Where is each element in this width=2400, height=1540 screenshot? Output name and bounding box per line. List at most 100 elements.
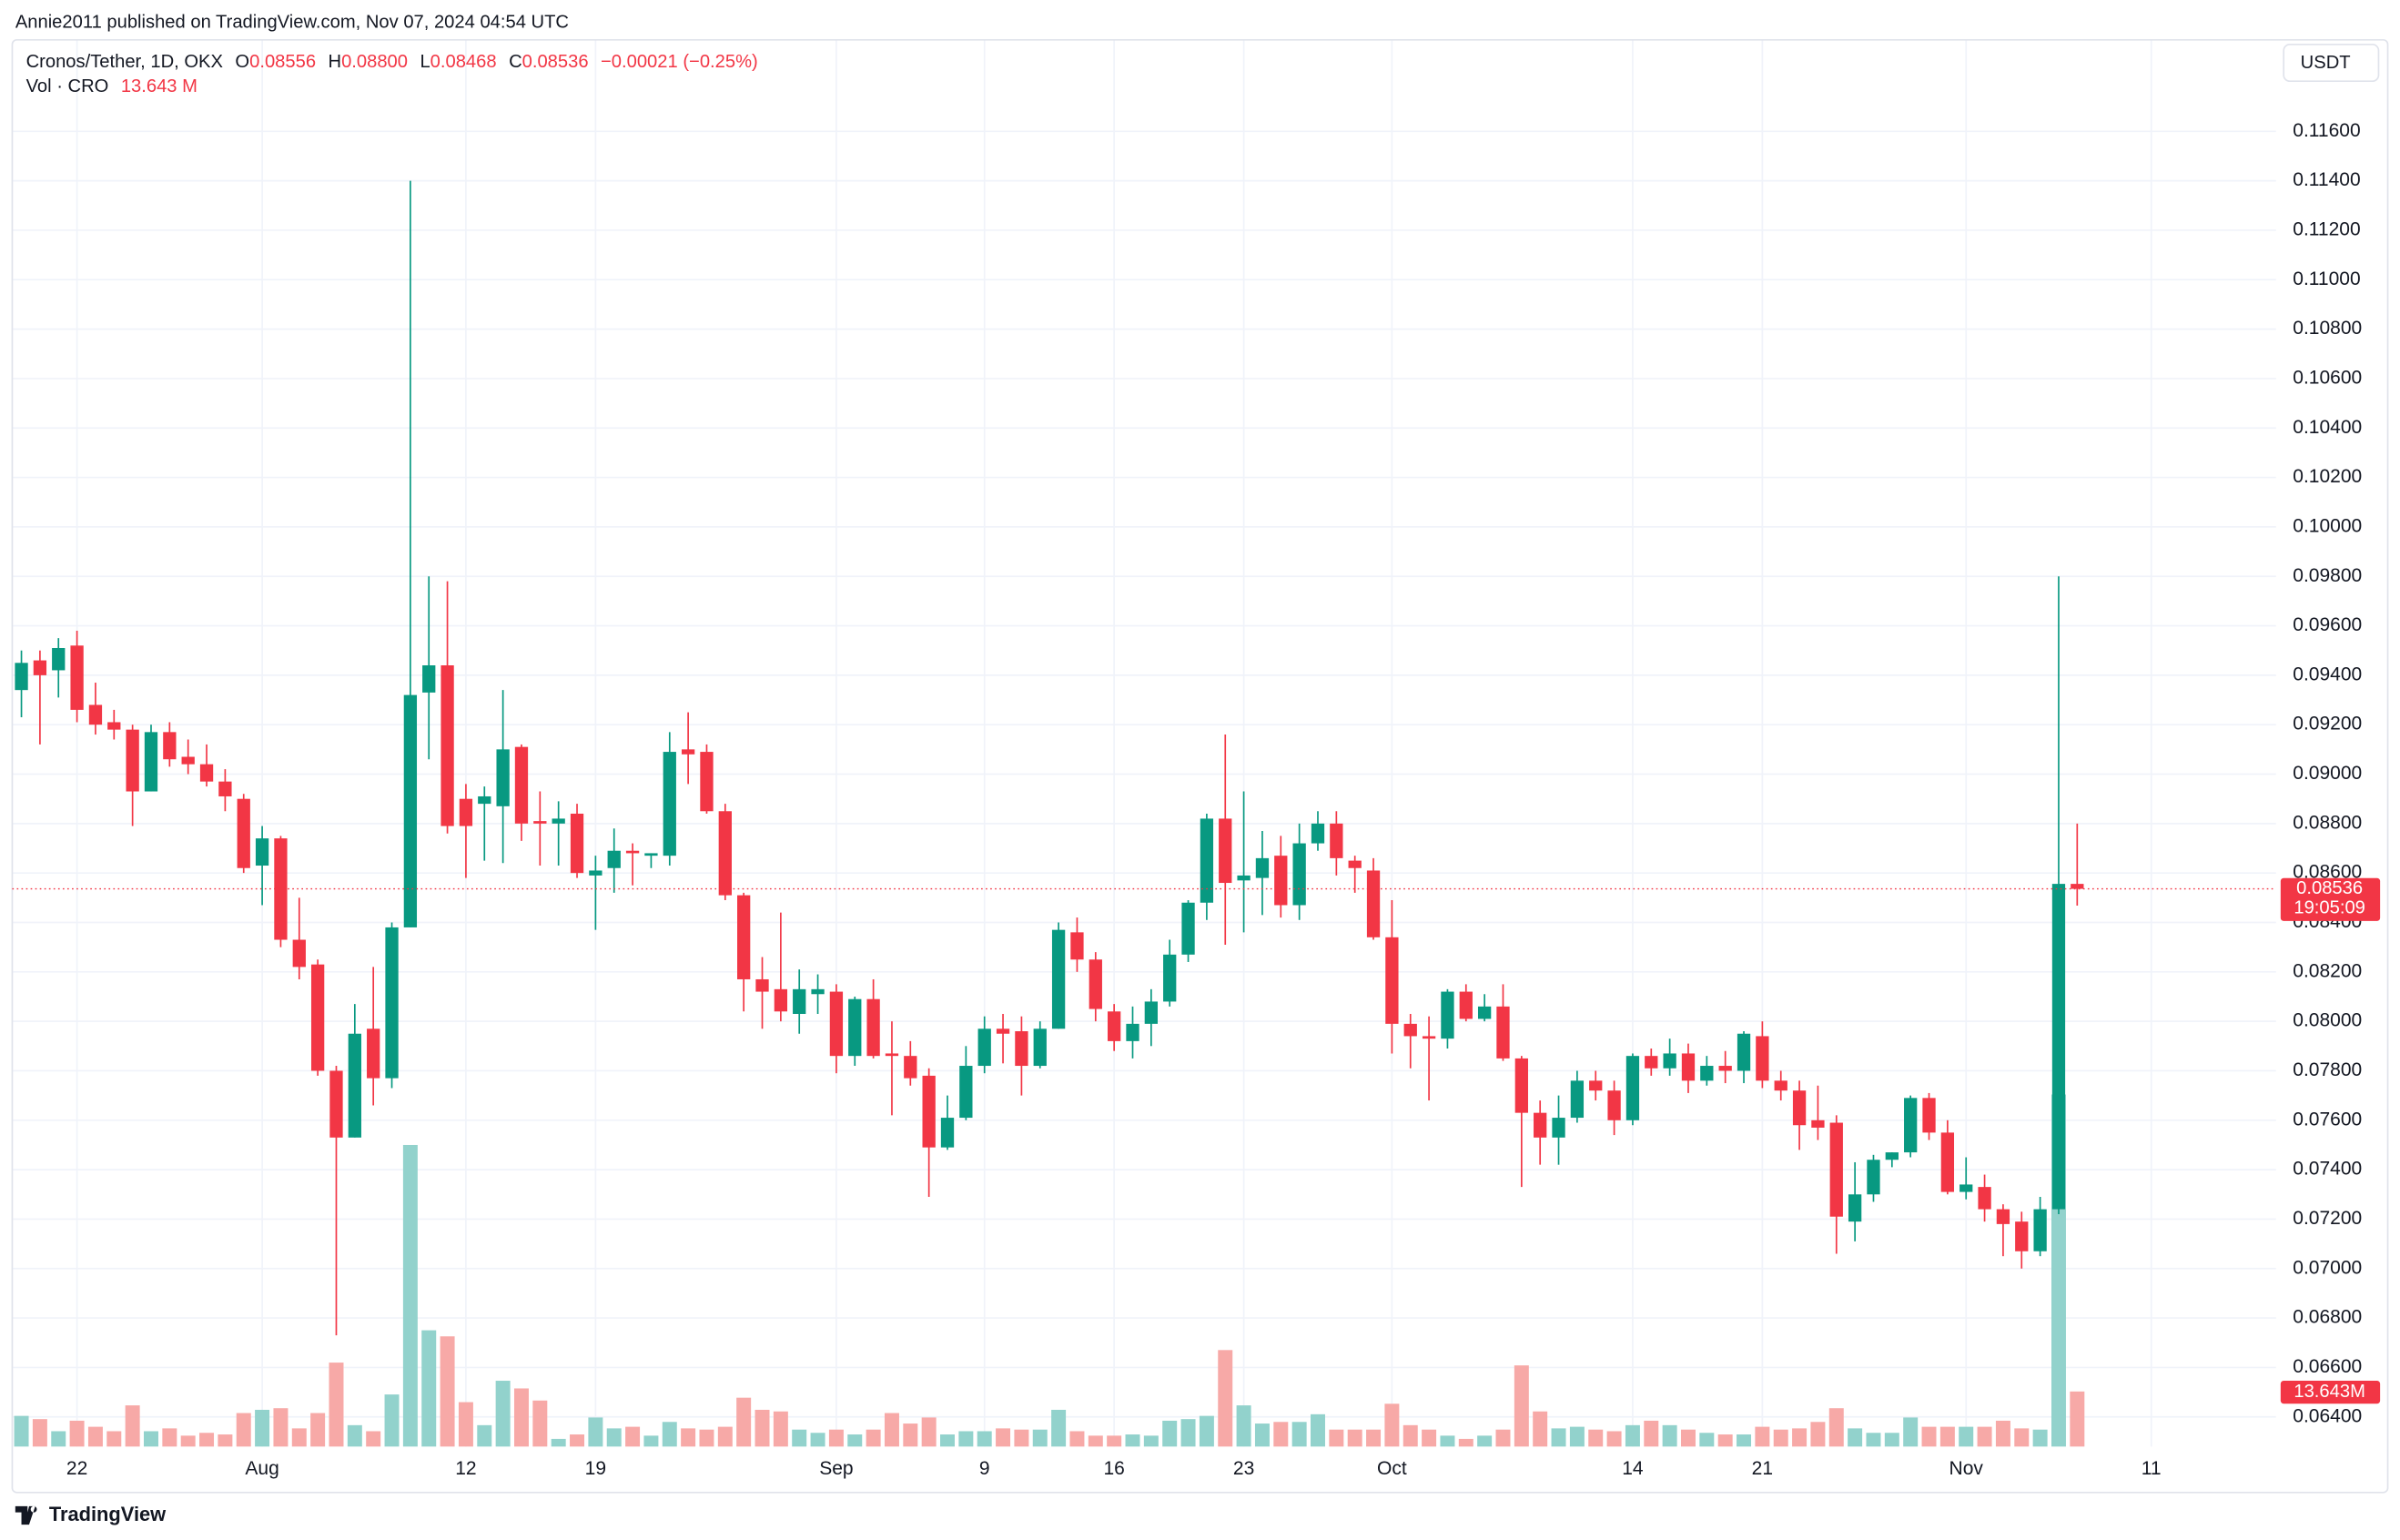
candle-body xyxy=(478,795,491,805)
candle-body xyxy=(793,988,806,1014)
volume-bar xyxy=(1384,1403,1400,1447)
y-tick-label: 0.08200 xyxy=(2293,960,2362,981)
volume-bar xyxy=(2014,1428,2030,1447)
volume-bar xyxy=(1977,1426,1992,1447)
y-tick-label: 0.06600 xyxy=(2293,1356,2362,1377)
x-tick-label: 22 xyxy=(66,1458,87,1479)
candle-body xyxy=(1589,1080,1603,1091)
volume-bar xyxy=(1162,1420,1178,1447)
volume-bar xyxy=(958,1431,974,1447)
volume-bar xyxy=(1866,1433,1881,1447)
candle-body xyxy=(1534,1112,1547,1138)
candle-body xyxy=(199,764,214,782)
volume-tag-label: 13.643M xyxy=(2294,1382,2365,1402)
x-tick-label: 14 xyxy=(1622,1458,1644,1479)
volume-bar xyxy=(1051,1409,1067,1447)
candle-body xyxy=(1922,1098,1936,1133)
candle-body xyxy=(1385,937,1399,1024)
y-tick-label: 0.10200 xyxy=(2293,466,2362,487)
candle-body xyxy=(1829,1122,1843,1217)
volume-bar xyxy=(1903,1417,1919,1447)
candle-body xyxy=(70,645,84,710)
volume-bar xyxy=(810,1433,825,1447)
candle-body xyxy=(1089,959,1102,1009)
candle-body xyxy=(1366,870,1381,937)
legend-label: C xyxy=(509,52,522,72)
y-tick-label: 0.11600 xyxy=(2293,120,2360,141)
candle-body xyxy=(1959,1184,1973,1192)
y-tick-label: 0.07000 xyxy=(2293,1257,2362,1278)
candle-body xyxy=(1219,818,1232,884)
candle-body xyxy=(959,1066,973,1119)
volume-bar xyxy=(1569,1426,1585,1447)
candle-body xyxy=(1181,902,1195,955)
candle-body xyxy=(1792,1090,1807,1126)
candle-body xyxy=(181,756,195,765)
volume-bar xyxy=(736,1397,752,1447)
currency-button[interactable] xyxy=(2283,44,2380,83)
volume-bar xyxy=(1606,1431,1622,1447)
volume-bar xyxy=(1180,1419,1196,1447)
candle-body xyxy=(1681,1053,1696,1081)
candle-body xyxy=(570,813,584,874)
candle-body xyxy=(940,1118,955,1148)
volume-bar xyxy=(551,1438,566,1447)
candle-body xyxy=(1163,954,1177,1002)
volume-title: Vol · CRO xyxy=(26,76,109,96)
volume-bar xyxy=(329,1363,344,1447)
volume-bar xyxy=(1422,1429,1437,1447)
candle-body xyxy=(459,798,473,826)
volume-bar xyxy=(1254,1423,1270,1447)
x-tick-label: 12 xyxy=(455,1458,476,1479)
volume-bar xyxy=(1495,1429,1511,1447)
candle-body xyxy=(1940,1132,1955,1192)
volume-legend: Vol · CRO 13.643 M xyxy=(26,76,197,96)
y-tick-label: 0.11200 xyxy=(2293,218,2360,239)
x-tick-label: 11 xyxy=(2142,1458,2162,1479)
volume-bar xyxy=(1143,1435,1159,1447)
volume-bar xyxy=(1458,1438,1473,1447)
volume-bar xyxy=(940,1434,955,1447)
x-tick-label: 23 xyxy=(1233,1458,1254,1479)
volume-bar xyxy=(255,1409,270,1447)
candle-body xyxy=(1126,1023,1139,1041)
volume-bar xyxy=(32,1419,47,1447)
candle-body xyxy=(2015,1221,2029,1251)
candle-body xyxy=(1514,1058,1528,1113)
y-tick-label: 0.06800 xyxy=(2293,1307,2362,1328)
volume-bar xyxy=(532,1400,548,1447)
x-tick-label: Aug xyxy=(245,1458,278,1479)
y-tick-label: 0.08000 xyxy=(2293,1010,2362,1031)
candle-body xyxy=(255,838,269,866)
y-tick-label: 0.09200 xyxy=(2293,714,2362,735)
volume-bar xyxy=(291,1428,307,1447)
volume-bar xyxy=(643,1435,659,1447)
y-tick-label: 0.10000 xyxy=(2293,515,2362,536)
volume-bar xyxy=(2032,1429,2048,1447)
volume-bar xyxy=(366,1431,381,1447)
candle-body xyxy=(1756,1036,1769,1081)
volume-bar xyxy=(1069,1431,1085,1447)
legend-value: 0.08468 xyxy=(430,52,497,72)
candle-body xyxy=(1033,1028,1047,1067)
candle-body xyxy=(15,663,28,691)
volume-bar xyxy=(1514,1365,1529,1447)
volume-bar xyxy=(662,1422,677,1447)
x-tick-label: Sep xyxy=(819,1458,853,1479)
currency[interactable]: USDT xyxy=(2301,53,2351,73)
candle-body xyxy=(607,850,621,868)
y-tick-label: 0.10800 xyxy=(2293,318,2362,339)
candle-body xyxy=(33,660,47,675)
volume-bar xyxy=(347,1424,362,1447)
volume-bar xyxy=(513,1388,529,1447)
volume-bar xyxy=(1848,1428,1863,1447)
candle-body xyxy=(1070,932,1084,960)
candle-body xyxy=(774,988,788,1012)
candle-body xyxy=(663,752,676,856)
volume-bar xyxy=(1477,1435,1493,1447)
candle-body xyxy=(1422,1036,1436,1039)
volume-bar xyxy=(1403,1424,1418,1447)
candle-body xyxy=(1607,1090,1621,1120)
volume-bar xyxy=(144,1431,158,1447)
volume-bar xyxy=(1625,1424,1640,1447)
